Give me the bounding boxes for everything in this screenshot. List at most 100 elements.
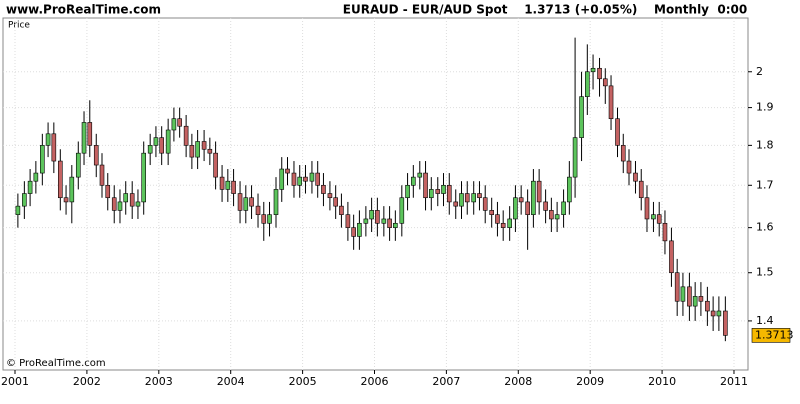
candle-body bbox=[225, 180, 231, 190]
candle-body bbox=[705, 300, 710, 312]
candle-body bbox=[446, 184, 452, 203]
candle-body bbox=[500, 222, 506, 228]
candle-body bbox=[536, 180, 542, 203]
candle-body bbox=[428, 189, 434, 199]
candle-body bbox=[590, 67, 596, 73]
candle-body bbox=[135, 201, 141, 207]
candle-body bbox=[285, 168, 290, 174]
x-tick-label: 2004 bbox=[217, 375, 245, 388]
candle-body bbox=[381, 218, 387, 224]
candle-body bbox=[219, 176, 225, 190]
candle-body bbox=[297, 176, 303, 186]
candle-body bbox=[333, 197, 338, 207]
candle-body bbox=[129, 193, 135, 207]
candle-body bbox=[273, 189, 279, 215]
last-price-box bbox=[751, 328, 791, 343]
copyright: © ProRealTime.com bbox=[6, 358, 106, 369]
candle-body bbox=[195, 141, 200, 158]
candle-body bbox=[399, 197, 405, 224]
candle-body bbox=[651, 214, 656, 220]
candle-body bbox=[692, 296, 698, 307]
candle-body bbox=[141, 152, 147, 203]
candle-body bbox=[393, 222, 398, 228]
x-tick-label: 2009 bbox=[576, 375, 604, 388]
y-tick-label: 1.8 bbox=[756, 138, 774, 151]
x-tick-label: 2011 bbox=[720, 375, 748, 388]
candle-body bbox=[464, 193, 470, 203]
candle-body bbox=[417, 172, 423, 178]
candle-body bbox=[345, 214, 351, 228]
candle-body bbox=[495, 214, 500, 224]
candle-body bbox=[261, 214, 267, 224]
candle-body bbox=[518, 197, 524, 203]
candle-body bbox=[638, 180, 644, 199]
candle-body bbox=[597, 67, 602, 80]
plot-frame bbox=[2, 17, 749, 371]
candle-body bbox=[69, 176, 75, 203]
candle-body bbox=[153, 137, 159, 146]
y-tick-label: 1.4 bbox=[756, 314, 774, 327]
candle-body bbox=[687, 286, 692, 307]
candle-body bbox=[543, 201, 548, 211]
candle-body bbox=[626, 160, 632, 174]
candle-body bbox=[27, 180, 33, 194]
candle-body bbox=[387, 218, 392, 228]
candle-body bbox=[513, 197, 518, 220]
candle-body bbox=[471, 193, 477, 203]
candle-body bbox=[669, 240, 674, 274]
candle-body bbox=[255, 205, 261, 215]
candle-body bbox=[309, 172, 315, 182]
candle-body bbox=[585, 71, 590, 97]
candle-body bbox=[165, 129, 171, 154]
candle-body bbox=[63, 197, 69, 203]
candle-body bbox=[339, 205, 344, 215]
candle-body bbox=[291, 172, 297, 186]
candle-body bbox=[177, 118, 182, 127]
candle-body bbox=[411, 176, 416, 186]
candle-body bbox=[549, 210, 554, 220]
candle-body bbox=[231, 180, 236, 194]
candle-body bbox=[111, 197, 117, 211]
candle-body bbox=[58, 160, 63, 199]
y-tick-label: 1.9 bbox=[756, 101, 774, 114]
y-tick-label: 1.6 bbox=[756, 221, 774, 234]
candle-body bbox=[105, 184, 111, 199]
candle-body bbox=[674, 272, 680, 302]
candle-body bbox=[579, 96, 584, 138]
x-tick-label: 2006 bbox=[360, 375, 388, 388]
candle-body bbox=[662, 222, 668, 242]
candle-body bbox=[405, 184, 410, 199]
y-tick-label: 1.5 bbox=[756, 266, 774, 279]
y-tick-label: 2 bbox=[756, 65, 763, 78]
x-tick-label: 2007 bbox=[432, 375, 460, 388]
candle-body bbox=[489, 210, 494, 215]
candle-body bbox=[183, 125, 189, 146]
candle-body bbox=[249, 197, 254, 207]
candle-body bbox=[303, 176, 308, 182]
candle-body bbox=[321, 184, 326, 194]
candle-body bbox=[554, 214, 560, 220]
candle-body bbox=[51, 133, 57, 162]
x-tick-label: 2008 bbox=[504, 375, 532, 388]
candle-body bbox=[507, 218, 512, 228]
candle-body bbox=[698, 296, 704, 302]
candle-body bbox=[680, 286, 686, 302]
candle-body bbox=[644, 197, 650, 220]
candle-body bbox=[171, 118, 177, 131]
site-name: www.ProRealTime.com bbox=[6, 3, 161, 17]
candle-body bbox=[615, 118, 620, 146]
candle-body bbox=[435, 189, 441, 194]
candle-body bbox=[423, 172, 428, 199]
candle-body bbox=[267, 214, 272, 224]
candle-body bbox=[710, 310, 716, 317]
candle-body bbox=[279, 168, 285, 190]
candle-body bbox=[87, 122, 93, 146]
candle-body bbox=[213, 152, 218, 178]
candle-body bbox=[375, 210, 380, 224]
candle-body bbox=[608, 85, 614, 120]
candle-body bbox=[45, 133, 51, 146]
candle-body bbox=[459, 193, 464, 207]
candle-body bbox=[40, 145, 45, 174]
candle-body bbox=[567, 176, 572, 203]
x-tick-label: 2002 bbox=[73, 375, 101, 388]
